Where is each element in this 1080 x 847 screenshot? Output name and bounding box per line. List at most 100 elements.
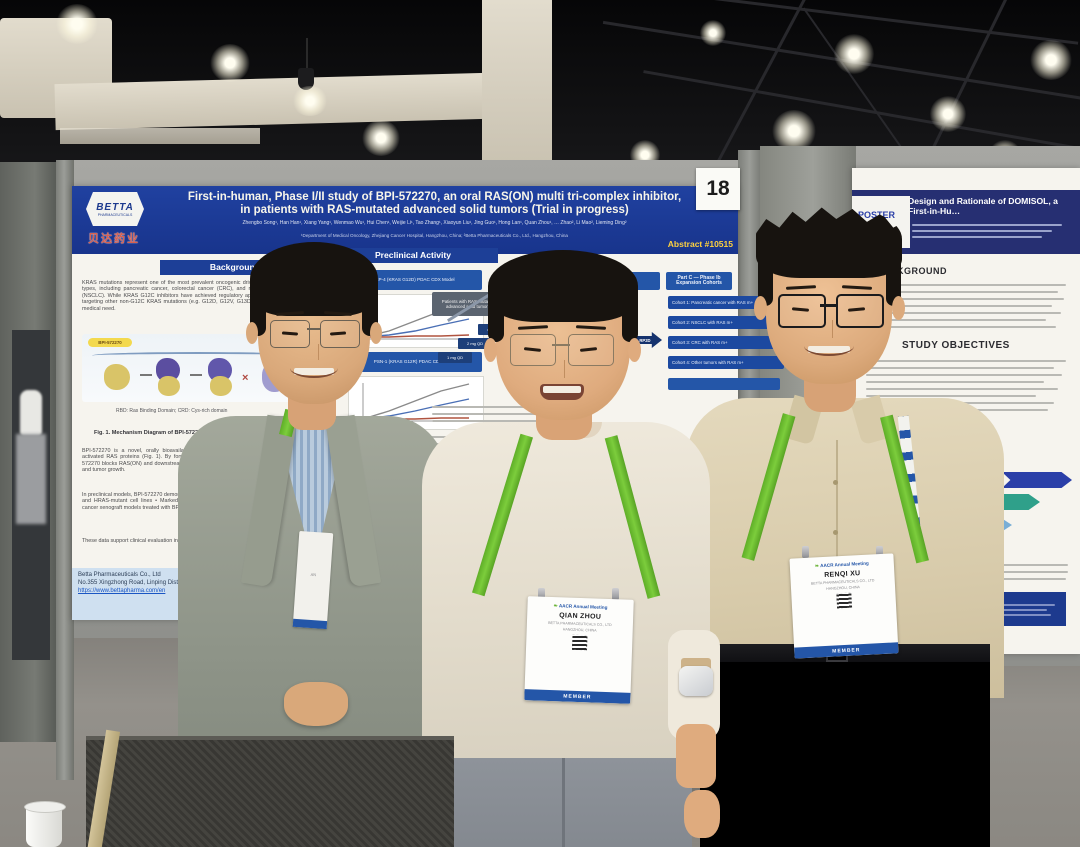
right-man-ear bbox=[754, 296, 767, 320]
right-man-glasses-left-lens bbox=[778, 294, 826, 328]
text-line bbox=[866, 395, 1036, 397]
right-man-spiky-hair bbox=[756, 207, 902, 278]
person-right: ❧ AACR Annual Meeting RENQI XU BETTA PHA… bbox=[660, 200, 1020, 847]
drug-label: BPI-572270 bbox=[88, 338, 132, 347]
lanyard-clip bbox=[612, 588, 619, 600]
text-line bbox=[912, 230, 1052, 232]
poster-authors: Zhengbo Song¹, Han Han¹, Xiang Yang¹, We… bbox=[242, 220, 627, 226]
text-line bbox=[866, 388, 1058, 390]
middle-man-ear bbox=[628, 338, 641, 362]
betta-logo-text: BETTA bbox=[96, 201, 134, 213]
dose-step-1: 1 mg QD bbox=[438, 352, 472, 363]
design-chevron-blue bbox=[1002, 472, 1072, 488]
ceiling-light bbox=[56, 4, 98, 44]
text-line bbox=[866, 291, 1058, 293]
person-middle: ❧ AACR Annual Meeting QIAN ZHOU BETTA PH… bbox=[400, 250, 730, 847]
company-name: Betta Pharmaceuticals Co., Ltd bbox=[78, 572, 161, 578]
text-line bbox=[866, 319, 1046, 321]
ceiling-light bbox=[210, 44, 250, 82]
board-left-post bbox=[56, 160, 74, 780]
board-base-panel bbox=[86, 736, 454, 847]
left-man-badge-sliver: AN bbox=[292, 530, 334, 630]
text-line bbox=[982, 571, 1068, 573]
betta-logo-chinese: 贝达药业 bbox=[88, 233, 140, 245]
truss-line bbox=[643, 70, 1080, 153]
left-man-glasses-bridge bbox=[307, 328, 321, 330]
right-man-glasses-right-lens bbox=[836, 294, 884, 328]
right-man-ear bbox=[892, 296, 905, 320]
betta-logo: BETTA PHARMACEUTICALS bbox=[86, 192, 144, 226]
board-number: 18 bbox=[706, 177, 730, 200]
text-line bbox=[866, 326, 1056, 328]
right-poster-authors bbox=[912, 222, 1072, 238]
middle-man-sideburn bbox=[488, 296, 504, 342]
poster-title: First-in-human, Phase I/II study of BPI-… bbox=[162, 191, 707, 217]
tri-complex-blob2 bbox=[210, 376, 232, 396]
badge-partial-text: AN bbox=[310, 571, 317, 578]
text-line bbox=[912, 224, 1062, 226]
aacr-leaf-icon: ❧ bbox=[553, 603, 558, 610]
distant-chair bbox=[16, 434, 46, 524]
ceiling-beam bbox=[60, 128, 260, 144]
left-poster-header: BETTA PHARMACEUTICALS 贝达药业 First-in-huma… bbox=[72, 186, 738, 254]
text-line bbox=[912, 236, 1042, 238]
shirt-button bbox=[833, 480, 838, 485]
part-c-header: Part C — Phase Ib Expansion Cohorts bbox=[666, 272, 732, 290]
aisle-gap bbox=[12, 330, 50, 660]
badge-event: ❧ AACR Annual Meeting bbox=[553, 603, 608, 610]
text-line bbox=[976, 578, 1066, 580]
left-man-hair bbox=[250, 242, 378, 316]
middle-man-shirt bbox=[422, 422, 710, 762]
membrane-arc bbox=[92, 352, 304, 359]
text-line bbox=[432, 420, 580, 422]
figure-legend: RBD: Ras Binding Domain; CRD: Cys-rich d… bbox=[116, 408, 228, 414]
ceiling-beam bbox=[54, 71, 526, 131]
foam-cup bbox=[24, 801, 66, 847]
right-man-nose bbox=[824, 320, 833, 338]
ceiling-light bbox=[700, 20, 726, 46]
hanging-lamp bbox=[298, 68, 314, 90]
right-man-sideburn bbox=[758, 256, 773, 306]
arrow bbox=[190, 374, 202, 376]
lanyard-clip bbox=[802, 546, 809, 558]
poster-label: POSTER bbox=[858, 209, 896, 220]
company-address: No.355 Xingzhong Road, Linping District bbox=[78, 580, 187, 586]
lanyard-clip bbox=[538, 588, 545, 600]
design-extra-row bbox=[668, 378, 780, 390]
right-man-pants bbox=[700, 652, 990, 847]
middle-man-forearm bbox=[676, 724, 716, 788]
background-paragraph-4: These data support clinical evaluation i… bbox=[82, 538, 269, 544]
middle-man-hand bbox=[684, 790, 720, 838]
betta-logo-sub: PHARMACEUTICALS bbox=[97, 212, 133, 217]
ceiling-beam bbox=[482, 0, 552, 168]
middle-man-glasses-left-lens bbox=[510, 334, 556, 366]
middle-man-nose bbox=[556, 360, 565, 378]
left-man-ear bbox=[370, 322, 382, 344]
poster-title-line2: in patients with RAS-mutated advanced so… bbox=[240, 204, 629, 216]
right-man-glasses-bridge bbox=[820, 304, 838, 307]
block-x: × bbox=[242, 372, 249, 384]
shirt-button bbox=[833, 530, 838, 535]
text-line bbox=[866, 367, 1054, 369]
poster-affiliations: ¹Department of Medical Oncology, Zhejian… bbox=[300, 233, 568, 238]
abstract-number: Abstract #10515 bbox=[667, 239, 733, 249]
company-url: https://www.bettapharma.com/en bbox=[78, 588, 166, 594]
middle-man-sideburn bbox=[622, 296, 638, 342]
badge-qr-code bbox=[571, 634, 588, 651]
text-line bbox=[866, 312, 1061, 314]
left-man-ear bbox=[246, 322, 258, 344]
dose-step-2: 2 mg QD bbox=[458, 338, 492, 349]
section-study-objectives: STUDY OBJECTIVES bbox=[902, 340, 1010, 351]
aacr-leaf-icon: ❧ bbox=[814, 563, 820, 570]
text-line bbox=[866, 374, 1062, 376]
middle-man-teeth bbox=[543, 386, 581, 393]
text-line bbox=[866, 360, 1066, 362]
section-background: BACKGROUND bbox=[876, 266, 947, 276]
ceiling-light bbox=[1030, 40, 1072, 80]
text-line bbox=[866, 298, 1064, 300]
ras-protein-blob bbox=[104, 364, 130, 390]
middle-man-ear bbox=[484, 338, 497, 362]
lamp-glow bbox=[292, 86, 328, 116]
ceiling-light bbox=[772, 110, 816, 152]
